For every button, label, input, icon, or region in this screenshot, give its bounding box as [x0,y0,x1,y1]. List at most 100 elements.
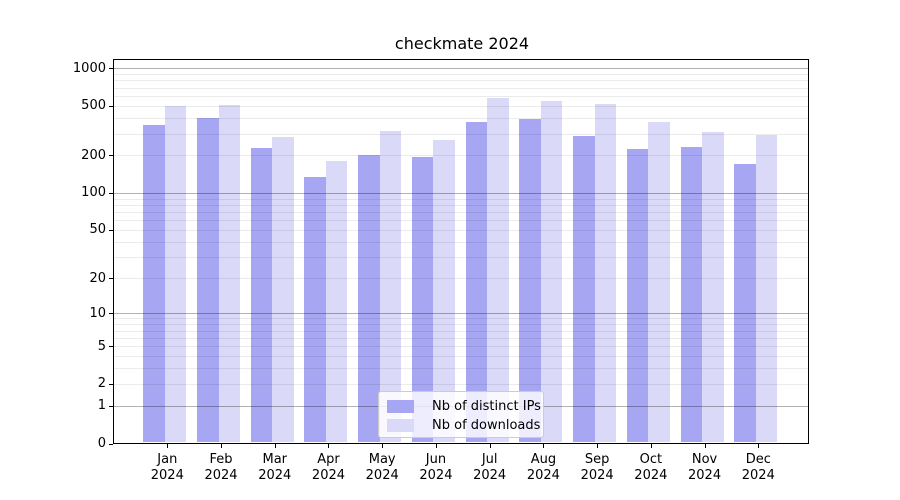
major-gridline [114,68,808,70]
x-tick-label-mar: Mar 2024 [243,452,307,484]
minor-gridline [114,330,808,332]
y-tick-mark [109,278,113,280]
year-label: 2024 [634,468,668,483]
y-tick-label: 2 [97,376,106,392]
minor-gridline [114,211,808,213]
bar-ips-dec [734,164,756,443]
x-tick-label-jan: Jan 2024 [135,452,199,484]
y-tick-mark [109,192,113,194]
bar-ips-aug [519,119,541,443]
month-label: Jul [481,452,498,467]
minor-gridline [114,278,808,280]
y-tick-mark [109,229,113,231]
year-label: 2024 [580,468,614,483]
legend-label-downloads: Nb of downloads [432,418,541,433]
y-tick-label: 10 [89,305,106,321]
bar-ips-jul [465,122,488,443]
x-tick-mark [167,444,169,448]
bar-ips-nov [680,146,703,443]
x-tick-mark [328,444,330,448]
minor-gridline [114,105,808,107]
minor-gridline [114,324,808,326]
minor-gridline [114,74,808,75]
legend-swatch-distinct-ips [387,400,414,413]
y-tick-label: 50 [89,222,106,238]
y-tick-label: 1 [97,398,106,414]
y-tick-label: 0 [97,436,106,451]
major-gridline [114,313,808,315]
minor-gridline [114,241,808,243]
year-label: 2024 [150,468,184,483]
y-tick-mark [109,155,113,157]
x-tick-mark [435,444,437,448]
minor-gridline [114,87,808,89]
y-tick-mark [109,346,113,348]
year-label: 2024 [741,468,775,483]
y-tick-label: 1000 [72,60,106,76]
bar-downloads-mar [272,136,294,443]
minor-gridline [114,204,808,206]
minor-gridline [114,383,808,385]
month-label: Nov [691,452,718,467]
x-tick-label-nov: Nov 2024 [673,452,737,484]
x-tick-mark [543,444,545,448]
month-label: Feb [209,452,233,467]
minor-gridline [114,117,808,119]
month-label: Mar [262,452,288,467]
year-label: 2024 [473,468,507,483]
bar-downloads-may [379,130,402,443]
minor-gridline [114,318,808,320]
x-tick-label-aug: Aug 2024 [511,452,575,484]
year-label: 2024 [311,468,346,483]
x-tick-label-jun: Jun 2024 [404,452,468,484]
chart-title: checkmate 2024 [394,34,530,53]
x-tick-mark [704,444,706,448]
x-tick-mark [274,444,276,448]
bar-downloads-nov [702,131,724,443]
bar-ips-apr [304,176,326,443]
x-tick-mark [597,444,599,448]
minor-gridline [114,133,808,135]
month-label: Jun [425,452,447,467]
minor-gridline [114,220,808,222]
legend-item-downloads: Nb of downloads [387,417,540,434]
year-label: 2024 [419,468,453,483]
y-tick-mark [109,105,113,107]
plot-area [113,59,809,444]
bar-ips-jun [411,156,434,443]
month-label: Dec [745,452,771,467]
x-tick-label-may: May 2024 [350,452,414,484]
legend: Nb of distinct IPs Nb of downloads [378,391,544,438]
month-label: May [368,452,396,467]
y-tick-mark [109,313,113,315]
x-tick-label-oct: Oct 2024 [619,452,683,484]
minor-gridline [114,337,808,339]
year-label: 2024 [688,468,722,483]
x-tick-label-feb: Feb 2024 [189,452,253,484]
y-tick-mark [109,68,113,70]
bar-ips-sep [573,135,595,443]
year-label: 2024 [526,468,560,483]
legend-swatch-downloads [387,419,414,432]
y-tick-mark [109,405,113,407]
month-label: Oct [639,452,663,467]
bar-ips-may [358,155,380,443]
y-tick-mark [109,443,113,445]
bar-ips-jan [143,125,165,443]
minor-gridline [114,95,808,97]
x-tick-mark [382,444,384,448]
x-tick-mark [489,444,491,448]
month-label: Jan [157,452,178,467]
bar-downloads-jun [433,140,455,443]
y-tick-label: 500 [81,98,106,114]
minor-gridline [114,257,808,258]
minor-gridline [114,155,808,157]
month-label: Sep [584,452,610,467]
y-tick-mark [109,383,113,385]
legend-item-distinct-ips: Nb of distinct IPs [387,398,541,415]
bar-downloads-aug [540,101,563,443]
minor-gridline [114,80,808,82]
bar-ips-oct [626,149,649,443]
minor-gridline [114,198,808,200]
